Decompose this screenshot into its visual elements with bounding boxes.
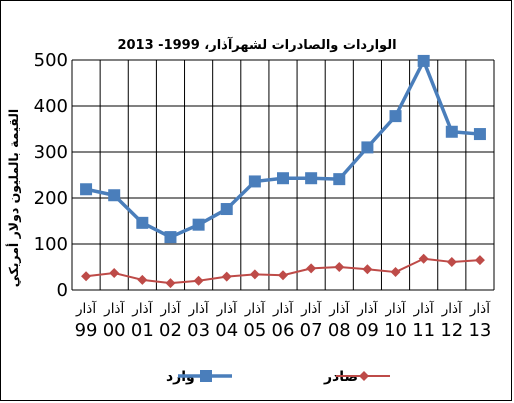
data-point — [192, 218, 205, 231]
y-tick-label: 0 — [57, 280, 68, 301]
data-point — [164, 231, 177, 244]
data-point — [417, 54, 430, 67]
x-tick-month: آذار — [216, 300, 238, 317]
x-tick-month: آذار — [356, 300, 378, 317]
y-axis-ticks: 0 100 200 300 400 500 — [34, 50, 68, 301]
x-tick-year: 00 — [103, 320, 126, 341]
data-point — [108, 189, 121, 202]
y-tick-label: 500 — [34, 50, 68, 71]
y-tick-label: 300 — [34, 142, 68, 163]
y-tick-label: 200 — [34, 188, 68, 209]
x-tick-year: 13 — [468, 320, 491, 341]
x-tick-month: آذار — [188, 300, 210, 317]
data-point — [418, 253, 429, 264]
series-line — [85, 59, 481, 239]
x-tick-year: 99 — [75, 320, 98, 341]
x-tick-month: آذار — [131, 300, 153, 317]
data-point — [221, 271, 232, 282]
data-point — [445, 125, 458, 138]
data-point — [362, 264, 373, 275]
x-axis-ticks: آذار 99 آذار 00 آذار 01 آذار 02 آذار 03 آذار 04 آذار… — [75, 300, 492, 341]
y-axis-label: القيمة بالمليون دولار أمريكي — [5, 109, 21, 287]
legend-marker — [200, 370, 212, 382]
data-point — [109, 267, 120, 278]
y-tick-label: 400 — [34, 96, 68, 117]
x-tick-year: 07 — [300, 320, 323, 341]
data-point — [165, 278, 176, 289]
chart-title: الواردات والصادرات لشهرآذار، 1999- 2013 — [117, 36, 396, 53]
data-point — [220, 203, 233, 216]
x-tick-year: 01 — [131, 320, 154, 341]
x-tick-year: 11 — [412, 320, 435, 341]
x-tick-month: آذار — [385, 300, 407, 317]
x-tick-month: آذار — [413, 300, 435, 317]
legend-marker — [359, 371, 369, 381]
x-tick-month: آذار — [244, 300, 266, 317]
x-tick-year: 05 — [243, 320, 266, 341]
x-tick-year: 06 — [272, 320, 295, 341]
data-point — [390, 267, 401, 278]
data-point — [474, 255, 485, 266]
x-tick-month: آذار — [328, 300, 350, 317]
x-tick-year: 02 — [159, 320, 182, 341]
data-point — [473, 128, 486, 141]
x-tick-month: آذار — [469, 300, 491, 317]
x-tick-month: آذار — [103, 300, 125, 317]
data-point — [333, 173, 346, 186]
x-tick-month: آذار — [159, 300, 181, 317]
data-point — [278, 270, 288, 281]
x-tick-year: 08 — [328, 320, 351, 341]
x-tick-month: آذار — [300, 300, 322, 317]
data-point — [80, 183, 93, 196]
data-point — [361, 141, 374, 154]
x-tick-year: 03 — [187, 320, 210, 341]
x-tick-month: آذار — [441, 300, 463, 317]
x-tick-month: آذار — [75, 300, 97, 317]
data-point — [248, 175, 261, 188]
data-point — [277, 172, 289, 185]
x-tick-year: 10 — [384, 320, 407, 341]
x-tick-year: 12 — [440, 320, 463, 341]
x-tick-year: 04 — [215, 320, 238, 341]
data-point — [305, 172, 318, 185]
data-point — [81, 271, 92, 282]
data-point — [137, 274, 148, 285]
legend: واردصادر — [166, 369, 390, 385]
data-point — [334, 262, 345, 272]
data-point — [136, 216, 149, 229]
y-tick-label: 100 — [34, 234, 68, 255]
data-point — [249, 269, 260, 280]
data-point — [446, 256, 457, 267]
x-tick-year: 09 — [356, 320, 379, 341]
data-point — [193, 275, 204, 286]
x-tick-month: آذار — [272, 300, 294, 317]
data-point — [306, 263, 317, 274]
data-point — [389, 110, 402, 123]
series-layer — [80, 54, 486, 289]
